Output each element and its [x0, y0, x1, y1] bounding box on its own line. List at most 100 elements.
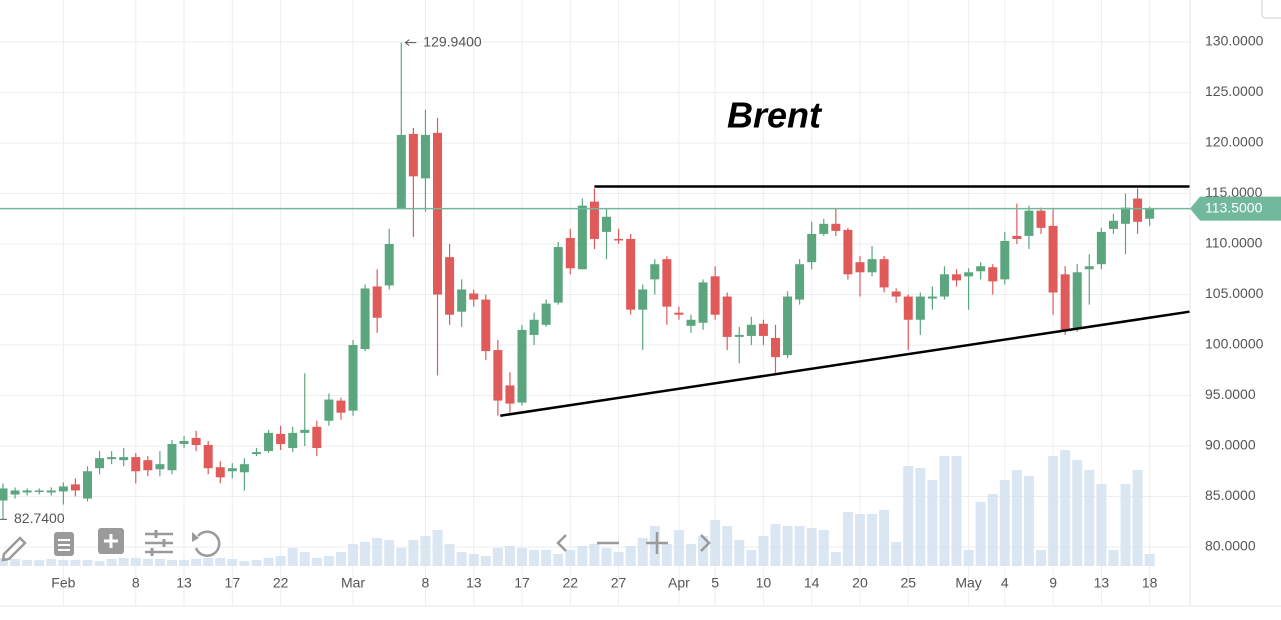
volume-bar: [58, 560, 69, 566]
candle-body: [34, 490, 44, 492]
volume-bar: [335, 552, 346, 566]
volume-bar: [130, 558, 141, 566]
candle-body: [95, 458, 105, 469]
grid: [0, 0, 1190, 606]
volume-bar: [806, 528, 817, 566]
volume-bar: [1060, 450, 1071, 566]
candle-body: [457, 289, 467, 312]
candle-body: [1048, 225, 1058, 293]
candle-layer: [0, 42, 1155, 520]
candle-body: [179, 440, 189, 444]
volume-bar: [311, 558, 322, 566]
volume-bar: [722, 526, 733, 566]
candle-body: [819, 223, 829, 234]
volume-bar: [432, 530, 443, 566]
candle-body: [167, 443, 177, 471]
pencil-tool[interactable]: [1, 536, 27, 562]
candle-body: [758, 323, 768, 336]
volume-bar: [420, 536, 431, 566]
volume-bar: [854, 514, 865, 566]
volume-bar: [517, 548, 528, 566]
volume-bar: [710, 520, 721, 566]
x-tick-label: 13: [1094, 575, 1110, 591]
volume-bar: [82, 560, 93, 566]
volume-bar: [456, 552, 467, 566]
y-tick-label: 110.0000: [1205, 235, 1263, 251]
x-tick-label: Mar: [341, 575, 365, 591]
volume-bar: [46, 559, 57, 566]
volume-bar: [746, 550, 757, 566]
x-tick-label: 22: [273, 575, 289, 591]
x-tick-label: 17: [514, 575, 530, 591]
add-tool[interactable]: [98, 528, 124, 554]
candle-body: [988, 267, 998, 282]
candle-body: [710, 276, 720, 315]
settings-tool[interactable]: [145, 530, 173, 556]
toolbar: [1, 528, 221, 562]
volume-bar: [577, 546, 588, 566]
candle-body: [903, 296, 913, 320]
x-tick-label: 18: [1142, 575, 1158, 591]
x-tick-label: 25: [900, 575, 916, 591]
y-tick-label: 100.0000: [1205, 336, 1264, 352]
scroll-right[interactable]: [700, 534, 711, 552]
x-tick-label: 4: [1001, 575, 1009, 591]
candle-body: [517, 329, 527, 403]
low-annotation: 82.7400: [14, 510, 65, 526]
volume-bar: [408, 540, 419, 566]
candle-body: [324, 399, 334, 421]
volume-bar: [565, 550, 576, 566]
candle-body: [408, 133, 418, 177]
x-tick-label: 14: [804, 575, 820, 591]
undo-tool[interactable]: [192, 530, 221, 557]
candle-body: [1133, 198, 1143, 222]
list-tool[interactable]: [54, 532, 74, 556]
x-tick-label: 27: [611, 575, 627, 591]
candle-body: [312, 426, 322, 449]
volume-bar: [1108, 550, 1119, 566]
volume-bar: [504, 546, 515, 566]
y-tick-label: 115.0000: [1205, 184, 1263, 200]
candle-body: [626, 238, 636, 310]
volume-bar: [360, 542, 371, 566]
candle-body: [807, 233, 817, 263]
candle-body: [891, 291, 901, 297]
candle-body: [1145, 208, 1155, 219]
x-tick-label: 8: [422, 575, 430, 591]
candle-body: [698, 282, 708, 323]
volume-bar: [927, 480, 938, 566]
candle-body: [396, 134, 406, 209]
candle-body: [155, 464, 165, 470]
volume-bar: [999, 480, 1010, 566]
volume-bar: [1048, 456, 1059, 566]
candle-body: [831, 223, 841, 231]
volume-bar: [1036, 550, 1047, 566]
volume-bar: [987, 494, 998, 566]
y-tick-label: 95.0000: [1205, 386, 1256, 402]
volume-bar: [0, 558, 8, 566]
scroll-left[interactable]: [556, 534, 567, 552]
candle-body: [70, 484, 80, 491]
candle-body: [734, 334, 744, 337]
y-tick-label: 130.0000: [1205, 33, 1264, 49]
volume-bar: [867, 514, 878, 566]
candle-body: [927, 296, 937, 299]
candle-body: [1121, 207, 1131, 224]
volume-bar: [480, 556, 491, 566]
volume-bar: [396, 548, 407, 566]
corner-button[interactable]: [1261, 0, 1281, 19]
volume-bar: [637, 538, 648, 566]
volume-bar: [903, 466, 914, 566]
zoom-in[interactable]: [646, 532, 668, 554]
candle-body: [529, 319, 539, 335]
volume-bar: [529, 550, 540, 566]
candle-body: [469, 293, 479, 300]
volume-bar: [70, 560, 81, 566]
candle-body: [602, 216, 611, 232]
volume-bar: [492, 548, 503, 566]
candle-body: [107, 457, 117, 460]
volume-bar: [685, 544, 696, 566]
candle-body: [264, 432, 274, 452]
y-tick-label: 80.0000: [1205, 538, 1256, 554]
